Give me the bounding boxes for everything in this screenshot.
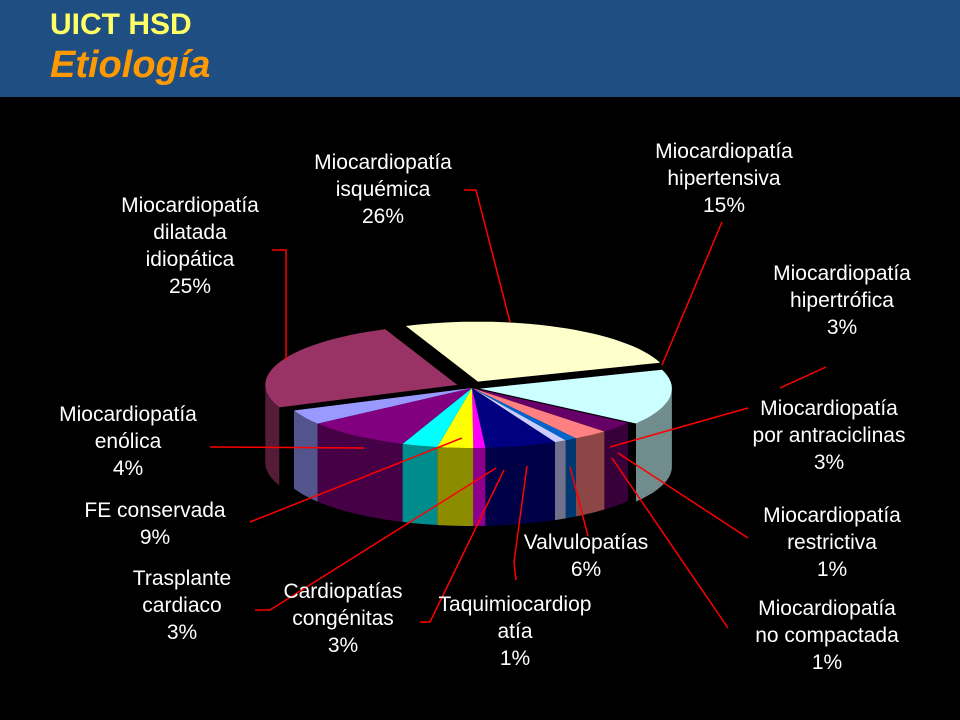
slice-label: Cardiopatías congénitas 3% <box>258 578 428 659</box>
slice-label: Miocardiopatía dilatada idiopática 25% <box>90 192 290 300</box>
pie-slice-side <box>437 447 474 526</box>
pie-slice <box>472 388 555 448</box>
slice-label-text: Trasplante <box>132 567 232 590</box>
slice-label-text: atía <box>497 620 533 643</box>
slice-percent-label: 15% <box>702 194 746 217</box>
slice-label-text: no compactada <box>755 624 899 647</box>
pie-slice <box>265 329 458 408</box>
slice-percent-label: 25% <box>168 275 212 298</box>
pie-slice-side <box>604 422 629 510</box>
slice-label-text: Valvulopatías <box>523 531 649 554</box>
pie-slice-side <box>565 438 576 519</box>
slice-label-text: Miocardiopatía <box>758 597 896 620</box>
pie-slice-side <box>402 443 438 525</box>
slice-percent-label: 3% <box>813 451 845 474</box>
slice-percent-label: 3% <box>166 621 198 644</box>
slice-label-text: Miocardiopatía <box>59 403 197 426</box>
slide-title: UICT HSD <box>50 8 192 41</box>
slice-label-text: FE conservada <box>84 499 226 522</box>
slice-label-text: Taquimiocardiop <box>438 593 592 616</box>
slice-percent-label: 3% <box>826 316 858 339</box>
slice-label-text: Miocardiopatía <box>773 262 911 285</box>
slice-label-text: enólica <box>94 430 162 453</box>
slice-label-text: hipertrófica <box>790 289 894 312</box>
slice-percent-label: 1% <box>811 651 843 674</box>
pie-slice <box>472 388 629 432</box>
leader-lines <box>209 189 827 629</box>
slice-label: Valvulopatías 6% <box>496 529 676 583</box>
leader-line <box>611 457 729 629</box>
pie-slice-side <box>576 431 605 517</box>
slice-label-text: Miocardiopatía <box>121 194 259 217</box>
pie-slice <box>317 388 472 444</box>
leader-line <box>513 465 528 581</box>
leader-line <box>617 452 749 539</box>
slide-subtitle: Etiología <box>50 44 211 86</box>
leader-line <box>272 249 287 360</box>
pie-slice-side <box>265 384 280 486</box>
title-banner: UICT HSD Etiología <box>0 0 960 97</box>
leader-line <box>464 189 511 323</box>
slice-label-text: Miocardiopatía <box>314 151 452 174</box>
slice-label: Miocardiopatía enólica 4% <box>33 401 223 482</box>
pie-slice <box>405 321 661 382</box>
pie-slice <box>294 388 472 424</box>
slice-label-text: Cardiopatías <box>283 580 403 603</box>
leader-line <box>661 221 723 366</box>
slice-label: Miocardiopatía restrictiva 1% <box>747 502 917 583</box>
leader-line <box>209 446 365 449</box>
pie-slice <box>472 388 605 439</box>
slice-label: Miocardiopatía isquémica 26% <box>283 149 483 230</box>
slice-label-text: idiopática <box>145 248 235 271</box>
slice-percent-label: 4% <box>112 457 144 480</box>
slice-label-text: congénitas <box>292 607 394 630</box>
slice-label-text: Miocardiopatía <box>763 504 901 527</box>
leader-line <box>255 467 497 611</box>
pie-slice <box>437 388 474 448</box>
pie-chart <box>209 189 827 629</box>
leader-line <box>779 366 827 389</box>
pie-tops <box>265 321 672 448</box>
pie-slice-side <box>636 388 672 502</box>
slice-label-text: Miocardiopatía <box>655 140 793 163</box>
pie-slice-side <box>294 410 318 502</box>
leader-line <box>420 469 505 623</box>
slice-label: Trasplante cardiaco 3% <box>112 565 252 646</box>
slice-label-text: Miocardiopatía <box>760 397 898 420</box>
slice-percent-label: 6% <box>570 558 602 581</box>
slice-label: Miocardiopatía no compactada 1% <box>732 595 922 676</box>
slice-label-text: isquémica <box>335 178 431 201</box>
slice-label-text: cardiaco <box>142 594 222 617</box>
slice-label: FE conservada 9% <box>60 497 250 551</box>
slice-label: Taquimiocardiop atía 1% <box>415 591 615 672</box>
slice-percent-label: 9% <box>139 526 171 549</box>
slice-percent-label: 1% <box>499 647 531 670</box>
pie-slice <box>402 388 472 447</box>
slice-percent-label: 1% <box>816 558 848 581</box>
leader-line <box>609 407 749 448</box>
pie-slice-side <box>555 440 566 521</box>
slice-label: Miocardiopatía por antraciclinas 3% <box>734 395 924 476</box>
slice-label-text: dilatada <box>153 221 227 244</box>
slice-label: Miocardiopatía hipertensiva 15% <box>614 138 834 219</box>
pie-slice <box>479 369 672 424</box>
slice-label: Miocardiopatía hipertrófica 3% <box>732 260 952 341</box>
slice-label-text: hipertensiva <box>667 167 781 190</box>
slice-label-text: restrictiva <box>787 531 877 554</box>
pie-slice <box>472 388 566 443</box>
pie-slice-side <box>473 447 486 526</box>
pie-slice <box>472 388 576 441</box>
leader-line <box>249 437 463 523</box>
pie-slice-side <box>485 442 555 526</box>
leader-line <box>569 466 589 537</box>
slice-percent-label: 26% <box>361 205 405 228</box>
slice-label-text: por antraciclinas <box>752 424 906 447</box>
slice-percent-label: 3% <box>327 634 359 657</box>
pie-slice <box>472 388 486 448</box>
